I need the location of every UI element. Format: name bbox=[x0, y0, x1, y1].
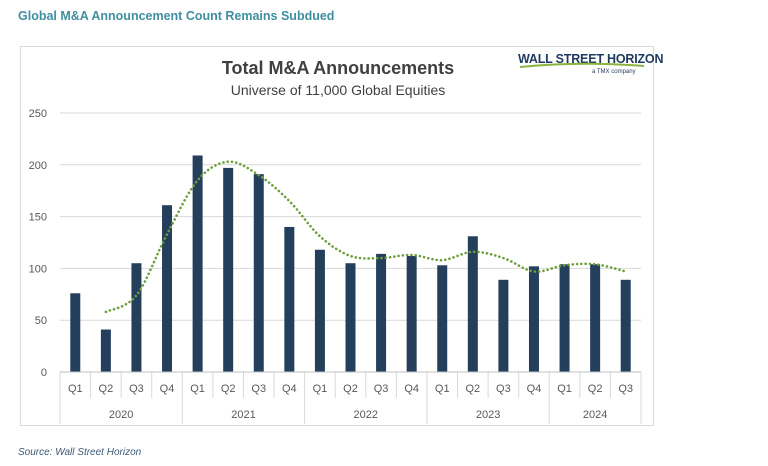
x-tick-label: Q3 bbox=[374, 383, 389, 395]
source-note: Source: Wall Street Horizon bbox=[18, 447, 142, 458]
bar bbox=[467, 236, 478, 372]
year-label: 2024 bbox=[583, 409, 607, 421]
logo-wordmark: WALL STREET HORIZON bbox=[518, 52, 664, 66]
x-tick-label: Q3 bbox=[129, 383, 144, 395]
y-tick-label: 150 bbox=[29, 212, 47, 224]
bar bbox=[253, 174, 264, 372]
x-tick-label: Q1 bbox=[557, 383, 572, 395]
y-tick-label: 100 bbox=[29, 263, 47, 275]
wall-street-horizon-logo: WALL STREET HORIZON a TMX company bbox=[518, 52, 663, 86]
x-tick-label: Q4 bbox=[404, 383, 419, 395]
x-tick-label: Q2 bbox=[99, 383, 114, 395]
x-tick-label: Q1 bbox=[190, 383, 205, 395]
bar bbox=[70, 293, 81, 372]
year-label: 2020 bbox=[109, 409, 133, 421]
x-tick-label: Q3 bbox=[496, 383, 511, 395]
chart-subtitle: Universe of 11,000 Global Equities bbox=[230, 82, 446, 98]
bar bbox=[437, 265, 448, 372]
bar bbox=[620, 279, 631, 372]
x-tick-label: Q3 bbox=[618, 383, 633, 395]
bar bbox=[528, 266, 539, 372]
bar bbox=[345, 263, 356, 372]
x-tick-label: Q2 bbox=[343, 383, 358, 395]
bar bbox=[314, 249, 325, 372]
x-tick-label: Q2 bbox=[465, 383, 480, 395]
x-tick-label: Q4 bbox=[282, 383, 297, 395]
y-tick-label: 0 bbox=[41, 367, 47, 379]
bar bbox=[559, 264, 570, 372]
chart-title: Total M&A Announcements bbox=[221, 58, 455, 78]
x-tick-label: Q2 bbox=[588, 383, 603, 395]
x-tick-label: Q1 bbox=[68, 383, 83, 395]
logo-tagline: a TMX company bbox=[592, 69, 636, 75]
page-heading: Global M&A Announcement Count Remains Su… bbox=[18, 9, 335, 23]
x-tick-label: Q4 bbox=[160, 383, 175, 395]
bar bbox=[131, 263, 142, 372]
bar bbox=[498, 279, 509, 372]
y-tick-label: 200 bbox=[29, 160, 47, 172]
y-tick-label: 250 bbox=[29, 108, 47, 120]
logo-swoosh-icon bbox=[519, 62, 645, 68]
bar bbox=[406, 255, 417, 372]
year-label: 2023 bbox=[476, 409, 500, 421]
year-label: 2021 bbox=[231, 409, 255, 421]
bar bbox=[162, 205, 173, 372]
x-tick-label: Q1 bbox=[435, 383, 450, 395]
trend-line bbox=[104, 160, 628, 314]
bar bbox=[376, 253, 387, 372]
x-tick-label: Q2 bbox=[221, 383, 236, 395]
year-label: 2022 bbox=[354, 409, 378, 421]
x-tick-label: Q3 bbox=[251, 383, 266, 395]
y-tick-label: 50 bbox=[35, 315, 47, 327]
bar bbox=[590, 264, 601, 372]
chart-card bbox=[20, 46, 654, 426]
bar bbox=[223, 167, 234, 372]
bar bbox=[100, 329, 111, 372]
bar bbox=[284, 226, 295, 372]
x-tick-label: Q4 bbox=[527, 383, 542, 395]
bar bbox=[192, 155, 203, 372]
x-tick-label: Q1 bbox=[313, 383, 328, 395]
